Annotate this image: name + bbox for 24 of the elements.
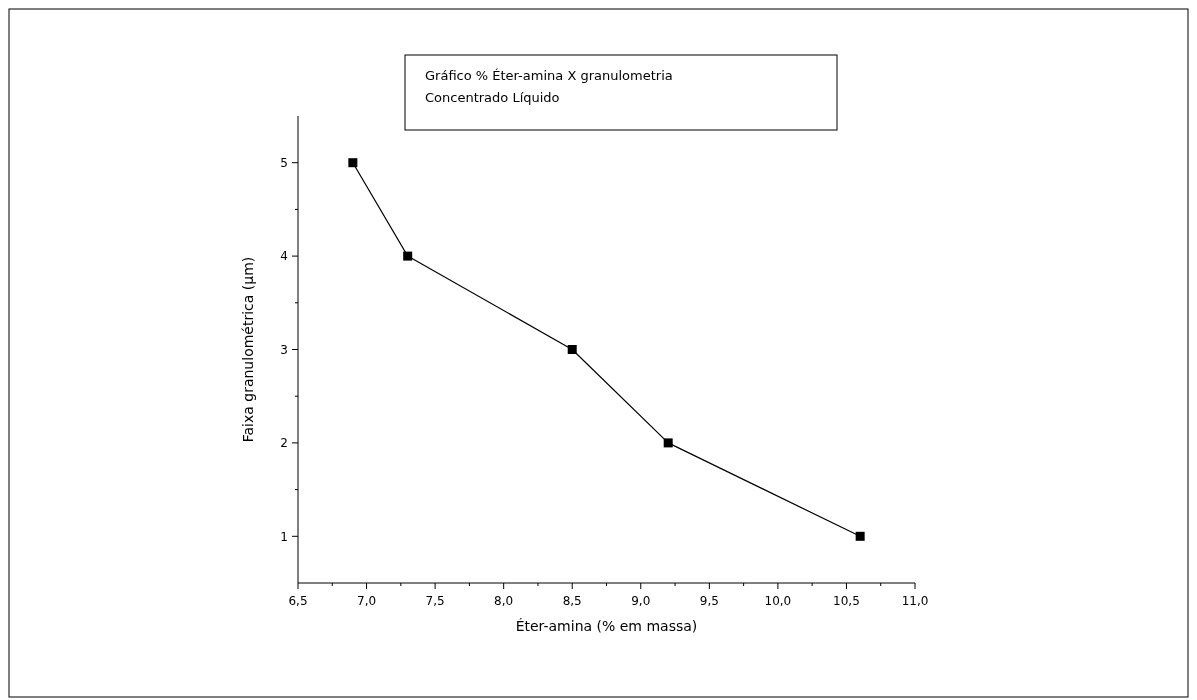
x-tick-label: 11,0 (901, 594, 929, 608)
y-tick-label: 1 (280, 529, 288, 544)
chart-subtitle: Concentrado Líquido (425, 90, 560, 105)
y-axis-title: Faixa granulométrica (µm) (240, 256, 256, 443)
x-tick-label: 8,5 (562, 594, 582, 608)
y-tick-label: 5 (280, 155, 288, 170)
x-tick-label: 7,0 (357, 594, 377, 608)
x-tick-label: 9,5 (699, 594, 719, 608)
point (663, 438, 673, 448)
x-tick-label: 10,0 (764, 594, 792, 608)
x-tick-label: 8,0 (494, 594, 514, 608)
point (348, 158, 358, 168)
y-tick-label: 3 (280, 342, 288, 357)
y-tick-label: 4 (280, 249, 288, 264)
x-tick-label: 10,5 (833, 594, 860, 608)
x-tick-label: 7,5 (425, 594, 445, 608)
point (403, 251, 413, 261)
x-tick-label: 9,0 (631, 594, 651, 608)
y-tick-label: 2 (280, 436, 288, 451)
chart-title: Gráfico % Éter-amina X granulometria (425, 68, 673, 83)
point (567, 345, 577, 354)
x-tick-label: 6,5 (288, 594, 308, 608)
x-axis-title: Éter-amina (% em massa) (515, 618, 698, 634)
point (855, 531, 865, 541)
